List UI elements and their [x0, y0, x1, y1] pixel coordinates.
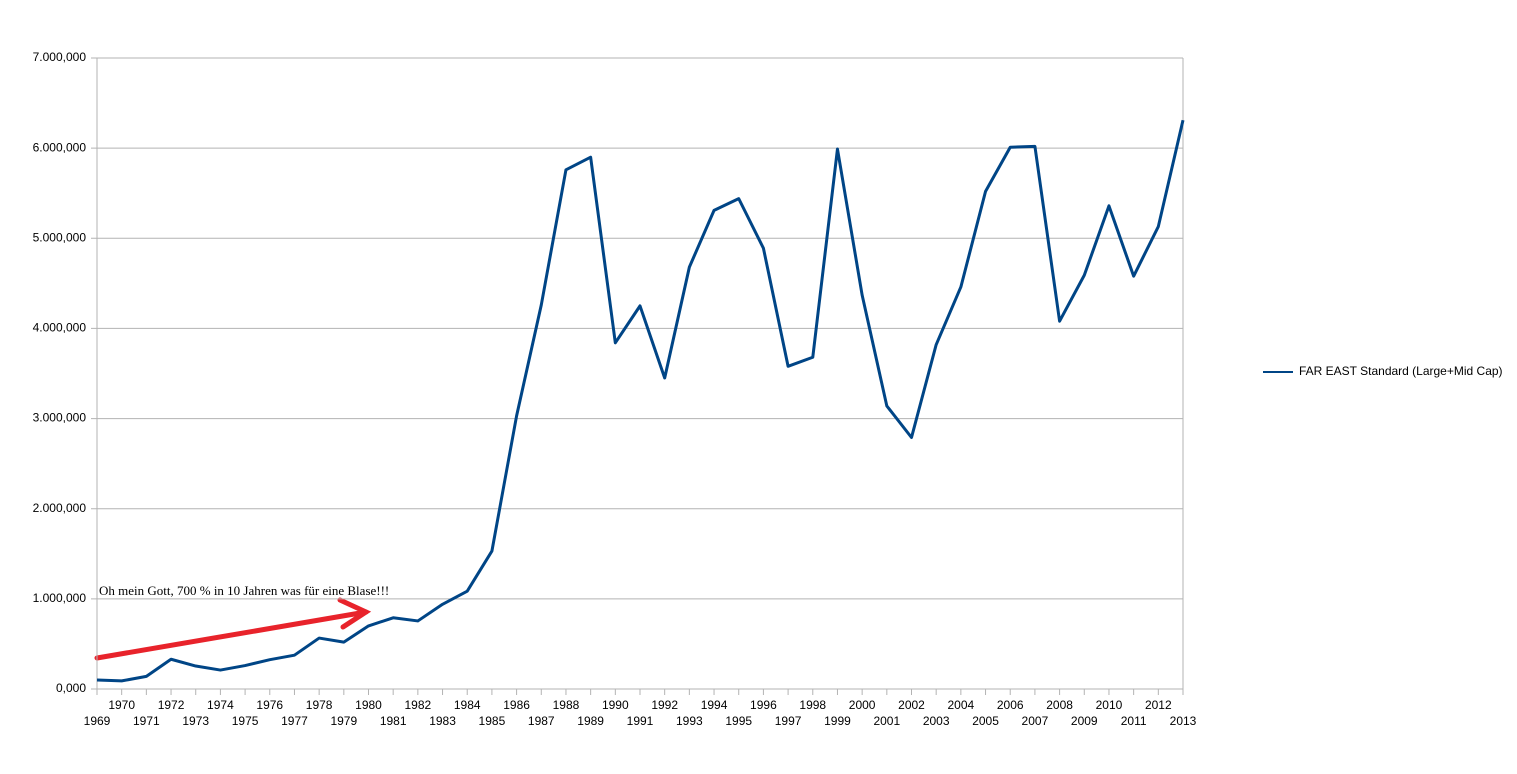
y-tick-label: 7.000,000	[33, 50, 87, 64]
x-tick-label: 1988	[553, 698, 580, 712]
x-tick-label: 2007	[1022, 714, 1049, 728]
x-tick-label: 1976	[256, 698, 283, 712]
annotation: Oh mein Gott, 700 % in 10 Jahren was für…	[99, 583, 389, 598]
x-tick-label: 1973	[182, 714, 209, 728]
y-tick-label: 4.000,000	[33, 321, 87, 335]
x-tick-label: 1985	[479, 714, 506, 728]
x-tick-label: 1999	[824, 714, 851, 728]
y-tick-label: 6.000,000	[33, 140, 87, 154]
x-tick-label: 1978	[306, 698, 333, 712]
x-tick-label: 2006	[997, 698, 1024, 712]
x-tick-label: 1982	[405, 698, 432, 712]
x-tick-label: 2002	[898, 698, 925, 712]
x-tick-label: 2008	[1046, 698, 1073, 712]
line-series	[96, 119, 1185, 683]
y-tick-label: 1.000,000	[33, 591, 87, 605]
x-tick-label: 2013	[1170, 714, 1197, 728]
x-tick-label: 2004	[948, 698, 975, 712]
x-tick-label: 1977	[281, 714, 308, 728]
x-tick-label: 1986	[503, 698, 530, 712]
x-tick-label: 1979	[330, 714, 357, 728]
x-tick-label: 2010	[1096, 698, 1123, 712]
x-tick-label: 1984	[454, 698, 481, 712]
x-tick-label: 2011	[1121, 714, 1147, 728]
x-tick-label: 2005	[972, 714, 999, 728]
x-tick-label: 1969	[84, 714, 111, 728]
x-tick-label: 2012	[1145, 698, 1172, 712]
x-tick-label: 1995	[725, 714, 752, 728]
x-tick-label: 2009	[1071, 714, 1098, 728]
x-tick-label: 1980	[355, 698, 382, 712]
y-tick-label: 5.000,000	[33, 230, 87, 244]
x-tick-label: 1983	[429, 714, 456, 728]
x-tick-label: 1971	[133, 714, 160, 728]
x-tick-label: 1993	[676, 714, 703, 728]
x-tick-label: 2000	[849, 698, 876, 712]
annotation-arrow	[94, 597, 372, 661]
x-tick-label: 1991	[627, 714, 654, 728]
legend-label: FAR EAST Standard (Large+Mid Cap)	[1299, 364, 1503, 378]
y-tick-label: 0,000	[56, 681, 86, 695]
x-tick-label: 1990	[602, 698, 629, 712]
x-tick-label: 1970	[108, 698, 135, 712]
y-tick-label: 3.000,000	[33, 411, 87, 425]
x-tick-label: 1989	[577, 714, 604, 728]
x-tick-label: 1996	[750, 698, 777, 712]
x-tick-label: 1981	[380, 714, 407, 728]
x-tick-label: 1987	[528, 714, 555, 728]
x-tick-label: 1992	[651, 698, 678, 712]
x-tick-label: 1975	[232, 714, 259, 728]
x-tick-label: 1998	[799, 698, 826, 712]
x-tick-label: 1972	[158, 698, 185, 712]
x-tick-label: 1997	[775, 714, 802, 728]
x-tick-label: 1994	[701, 698, 728, 712]
x-tick-label: 2003	[923, 714, 950, 728]
x-tick-label: 2001	[873, 714, 900, 728]
x-tick-label: 1974	[207, 698, 234, 712]
y-tick-label: 2.000,000	[33, 501, 87, 515]
